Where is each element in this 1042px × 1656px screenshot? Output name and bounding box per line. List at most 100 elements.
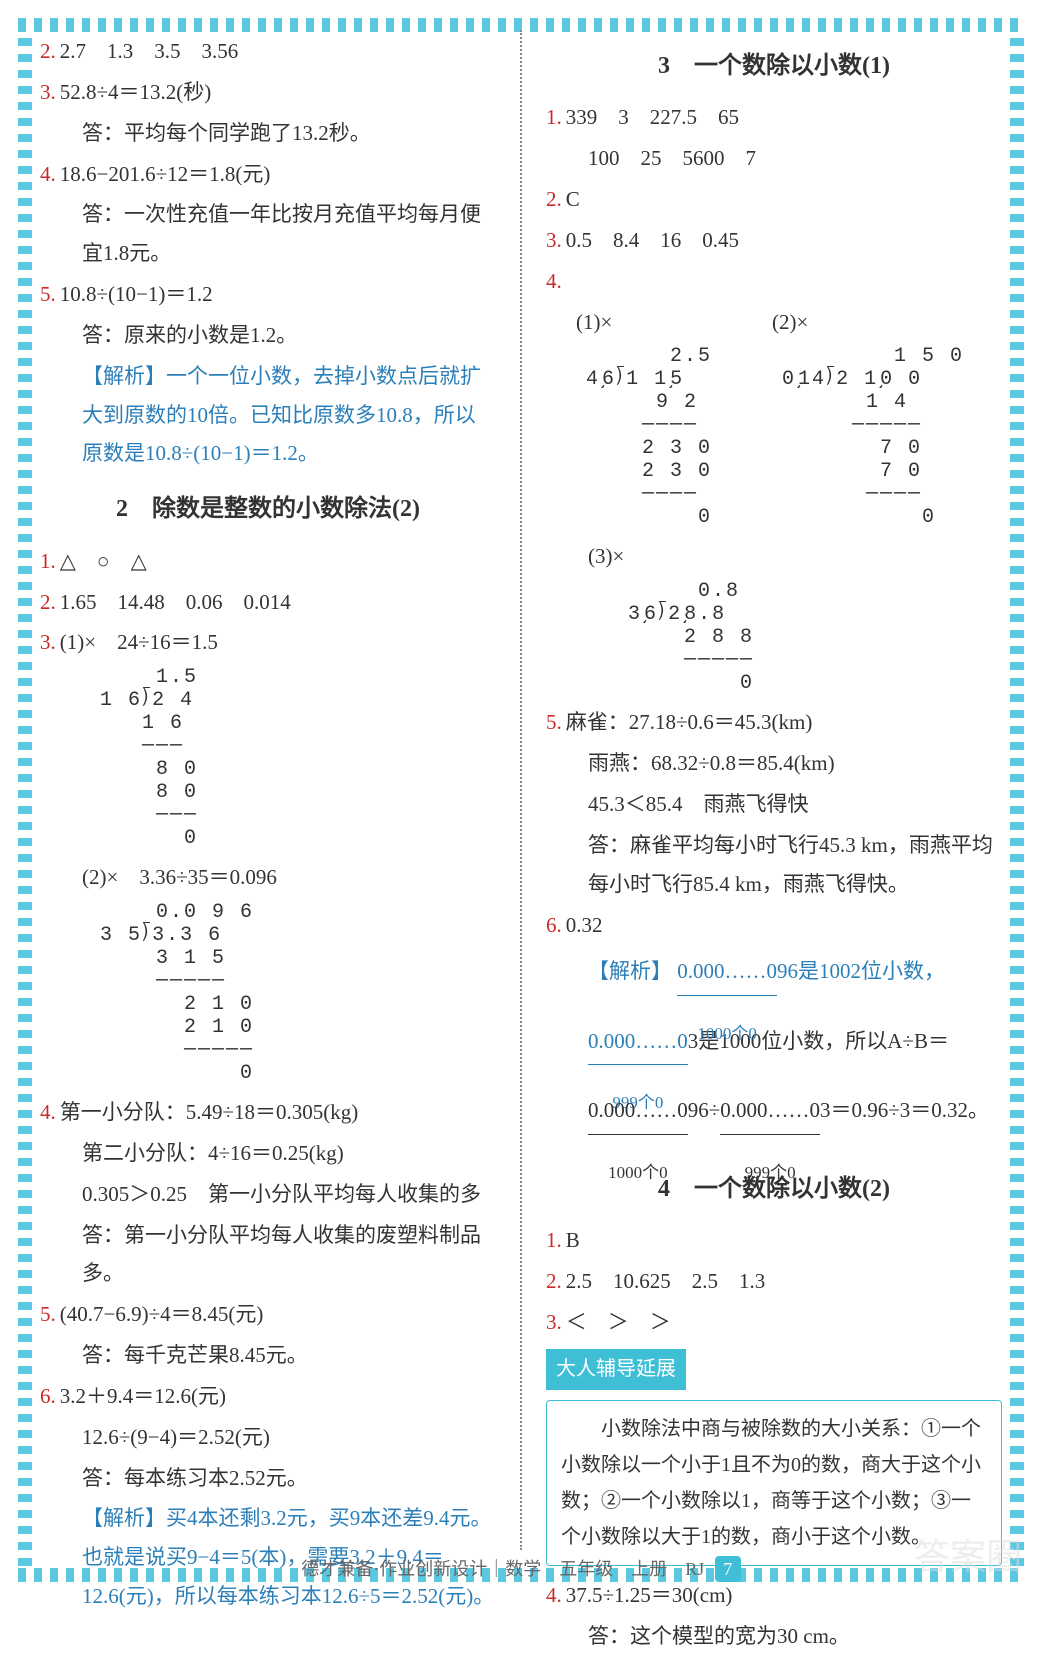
longdiv-block-2: (2)× 1 5 0 0͵14⟌2 1͵0 0 1 4 ───── 7 0 7 … bbox=[772, 303, 964, 538]
q-text: 3.2＋9.4＝12.6(元) bbox=[60, 1384, 226, 1408]
q-text: 339 3 227.5 65 bbox=[566, 105, 739, 129]
qnum: 4. bbox=[40, 1100, 56, 1124]
q-text: 0.32 bbox=[566, 913, 603, 937]
s3q5-l1: 5.麻雀：27.18÷0.6＝45.3(km) bbox=[546, 703, 1002, 742]
left-column: 2.2.7 1.3 3.5 3.56 3.52.8÷4＝13.2(秒) 答：平均… bbox=[40, 30, 496, 1550]
longdivision-3: 2.5 4͵6⟌1 1͵5 9 2 ──── 2 3 0 2 3 0 ──── … bbox=[586, 345, 712, 529]
s2q1: 1.△ ○ △ bbox=[40, 542, 496, 581]
s2q4-ans: 答：第一小分队平均每人收集的废塑料制品多。 bbox=[40, 1216, 496, 1294]
qnum: 4. bbox=[546, 1583, 562, 1607]
s4q3: 3.＜ ＞ ＞ bbox=[546, 1303, 1002, 1342]
qnum: 3. bbox=[546, 1310, 562, 1334]
underbrace-4: 0.000……0 bbox=[720, 1085, 820, 1152]
q-text: (40.7−6.9)÷4＝8.45(元) bbox=[60, 1302, 264, 1326]
page-number: 7 bbox=[715, 1556, 741, 1582]
left-q3-l1: 3.52.8÷4＝13.2(秒) bbox=[40, 73, 496, 112]
qnum: 2. bbox=[40, 590, 56, 614]
s3q1-l2: 100 25 5600 7 bbox=[546, 139, 1002, 178]
left-q4-ans: 答：一次性充值一年比按月充值平均每月便宜1.8元。 bbox=[40, 195, 496, 273]
right-column: 3 一个数除以小数(1) 1. 339 3 227.5 65 100 25 560… bbox=[546, 30, 1002, 1550]
section-2-title: 2 除数是整数的小数除法(2) bbox=[40, 487, 496, 531]
guide-box: 小数除法中商与被除数的大小关系：①一个小数除以一个小于1且不为0的数，商大于这个… bbox=[546, 1400, 1002, 1566]
longdiv-pair-row1: (1)× 2.5 4͵6⟌1 1͵5 9 2 ──── 2 3 0 2 3 0 … bbox=[576, 303, 1002, 538]
q-text: 37.5÷1.25＝30(cm) bbox=[566, 1583, 733, 1607]
qnum: 6. bbox=[546, 913, 562, 937]
q-text: B bbox=[566, 1228, 580, 1252]
q-text: ＜ ＞ ＞ bbox=[566, 1310, 671, 1334]
page-content: 2.2.7 1.3 3.5 3.56 3.52.8÷4＝13.2(秒) 答：平均… bbox=[40, 30, 1002, 1550]
s3q4-head: 4. bbox=[546, 262, 1002, 301]
left-q3-ans: 答：平均每个同学跑了13.2秒。 bbox=[40, 114, 496, 153]
left-q5-analysis: 【解析】一个一位小数，去掉小数点后就扩大到原数的10倍。已知比原数多10.8，所… bbox=[40, 357, 496, 474]
footer-text: 德才兼备·作业创新设计｜数学 五年级 上册 RJ bbox=[301, 1559, 704, 1579]
s3q3: 3.0.5 8.4 16 0.45 bbox=[546, 221, 1002, 260]
qnum: 3. bbox=[546, 228, 562, 252]
s2q6-ans: 答：每本练习本2.52元。 bbox=[40, 1459, 496, 1498]
left-q2: 2.2.7 1.3 3.5 3.56 bbox=[40, 32, 496, 71]
qnum: 2. bbox=[546, 1269, 562, 1293]
qnum: 2. bbox=[546, 187, 562, 211]
s3q6-analysis-1: 【解析】 0.000……096是1002位小数， bbox=[546, 946, 1002, 1013]
q-text: △ ○ △ bbox=[60, 549, 147, 573]
longdiv-block-3: (3)× 0.8 3͵6⟌2͵8.8 2 8 8 ───── 0 bbox=[546, 537, 1002, 695]
longdivision-4: 1 5 0 0͵14⟌2 1͵0 0 1 4 ───── 7 0 7 0 ───… bbox=[782, 345, 964, 529]
q-text: 10.8÷(10−1)＝1.2 bbox=[60, 282, 213, 306]
s4q4-l1: 4.37.5÷1.25＝30(cm) bbox=[546, 1576, 1002, 1615]
q-text: (1)× 24÷16＝1.5 bbox=[60, 630, 218, 654]
qnum: 5. bbox=[546, 710, 562, 734]
section-3-title: 3 一个数除以小数(1) bbox=[546, 44, 1002, 88]
q-text: 18.6−201.6÷12＝1.8(元) bbox=[60, 162, 271, 186]
s3q5-l2: 雨燕：68.32÷0.8＝85.4(km) bbox=[546, 744, 1002, 783]
column-divider bbox=[520, 30, 522, 1550]
s2q5-ans: 答：每千克芒果8.45元。 bbox=[40, 1336, 496, 1375]
qnum: 3. bbox=[40, 630, 56, 654]
qnum: 1. bbox=[546, 1228, 562, 1252]
q-text: (3)× bbox=[588, 544, 624, 568]
s2q2: 2.1.65 14.48 0.06 0.014 bbox=[40, 583, 496, 622]
q-text: (2)× bbox=[772, 310, 808, 334]
analysis-label: 【解析】 bbox=[82, 1506, 166, 1530]
qnum: 4. bbox=[40, 162, 56, 186]
q-text: 2.7 1.3 3.5 3.56 bbox=[60, 39, 239, 63]
longdivision-1: 1.5 1 6⟌2 4 1 6 ─── 8 0 8 0 ─── 0 bbox=[100, 666, 496, 850]
q-text: (1)× bbox=[576, 310, 612, 334]
qnum: 5. bbox=[40, 282, 56, 306]
longdiv-block-1: (1)× 2.5 4͵6⟌1 1͵5 9 2 ──── 2 3 0 2 3 0 … bbox=[576, 303, 712, 538]
left-q5-ans: 答：原来的小数是1.2。 bbox=[40, 316, 496, 355]
qnum: 4. bbox=[546, 269, 562, 293]
underbrace-3: 0.000……0 bbox=[588, 1085, 688, 1152]
left-q4-l1: 4.18.6−201.6÷12＝1.8(元) bbox=[40, 155, 496, 194]
s2q3-p1: 3.(1)× 24÷16＝1.5 bbox=[40, 623, 496, 662]
underbrace-1: 0.000……0 bbox=[677, 946, 777, 1013]
s3q5-ans: 答：麻雀平均每小时飞行45.3 km，雨燕平均每小时飞行85.4 km，雨燕飞得… bbox=[546, 826, 1002, 904]
q-text: C bbox=[566, 187, 580, 211]
s2q4-l2: 第二小分队：4÷16＝0.25(kg) bbox=[40, 1134, 496, 1173]
s4q4-ans: 答：这个模型的宽为30 cm。 bbox=[546, 1617, 1002, 1656]
s2q6-l1: 6.3.2＋9.4＝12.6(元) bbox=[40, 1377, 496, 1416]
guide-section: 大人辅导延展 小数除法中商与被除数的大小关系：①一个小数除以一个小于1且不为0的… bbox=[546, 1343, 1002, 1566]
s2q4-l3: 0.305＞0.25 第一小分队平均每人收集的多 bbox=[40, 1175, 496, 1214]
s2q6-l2: 12.6÷(9−4)＝2.52(元) bbox=[40, 1418, 496, 1457]
s2q5-l1: 5.(40.7−6.9)÷4＝8.45(元) bbox=[40, 1295, 496, 1334]
s2q3-p2: (2)× 3.36÷35＝0.096 bbox=[40, 858, 496, 897]
s3q6-analysis-2: 0.000……03是1000位小数，所以A÷B＝ bbox=[546, 1016, 1002, 1083]
qnum: 1. bbox=[40, 549, 56, 573]
analysis-label: 【解析】 bbox=[82, 364, 166, 388]
q-text: 第一小分队：5.49÷18＝0.305(kg) bbox=[60, 1100, 359, 1124]
q-text: 2.5 10.625 2.5 1.3 bbox=[566, 1269, 766, 1293]
q-text: 1.65 14.48 0.06 0.014 bbox=[60, 590, 291, 614]
s3q5-l3: 45.3＜85.4 雨燕飞得快 bbox=[546, 785, 1002, 824]
qnum: 6. bbox=[40, 1384, 56, 1408]
q-text: 麻雀：27.18÷0.6＝45.3(km) bbox=[566, 710, 813, 734]
qnum: 2. bbox=[40, 39, 56, 63]
q-text: 52.8÷4＝13.2(秒) bbox=[60, 80, 212, 104]
longdivision-2: 0.0 9 6 3 5⟌3.3 6 3 1 5 ───── 2 1 0 2 1 … bbox=[100, 901, 496, 1085]
s3q6-analysis-3: 0.000……096÷0.000……03＝0.96÷3＝0.32。 bbox=[546, 1085, 1002, 1152]
s4q1: 1.B bbox=[546, 1221, 1002, 1260]
longdivision-5: 0.8 3͵6⟌2͵8.8 2 8 8 ───── 0 bbox=[628, 580, 1002, 695]
q-text: 0.5 8.4 16 0.45 bbox=[566, 228, 739, 252]
guide-label: 大人辅导延展 bbox=[546, 1349, 686, 1390]
s2q4-l1: 4.第一小分队：5.49÷18＝0.305(kg) bbox=[40, 1093, 496, 1132]
qnum: 5. bbox=[40, 1302, 56, 1326]
page-footer: 德才兼备·作业创新设计｜数学 五年级 上册 RJ 7 bbox=[0, 1555, 1042, 1582]
